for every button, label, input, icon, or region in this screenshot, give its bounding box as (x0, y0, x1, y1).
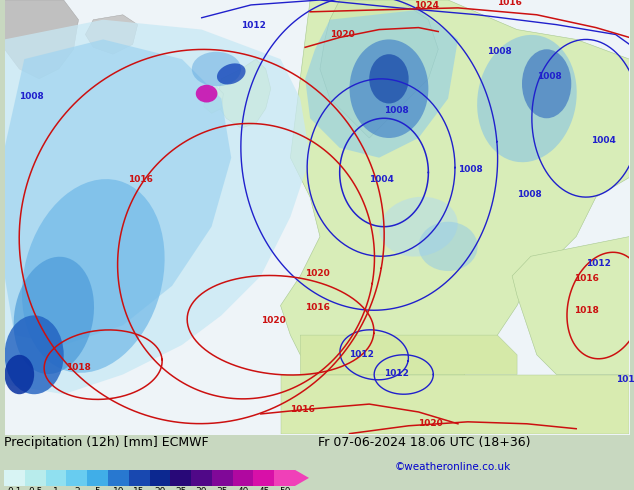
Text: 1012: 1012 (241, 21, 266, 29)
Text: 1020: 1020 (418, 419, 443, 428)
Ellipse shape (418, 222, 477, 271)
Text: 1008: 1008 (537, 72, 562, 81)
Bar (67, 470, 87, 486)
Text: 40: 40 (237, 488, 249, 490)
Bar (254, 470, 275, 486)
Text: 25: 25 (175, 488, 186, 490)
Text: 1018: 1018 (574, 306, 599, 316)
Bar (4, 470, 25, 486)
Text: 5: 5 (94, 488, 100, 490)
Text: 1016: 1016 (497, 0, 522, 7)
Bar (46, 470, 67, 486)
Text: 1020: 1020 (305, 269, 330, 278)
Text: Fr 07-06-2024 18.06 UTC (18+36): Fr 07-06-2024 18.06 UTC (18+36) (318, 436, 531, 449)
Ellipse shape (369, 54, 409, 103)
Ellipse shape (217, 63, 245, 84)
Bar (150, 470, 171, 486)
Text: 0.5: 0.5 (28, 488, 42, 490)
Text: 1020: 1020 (261, 316, 285, 325)
Text: 1008: 1008 (517, 190, 542, 199)
Text: 30: 30 (196, 488, 207, 490)
Text: 1004: 1004 (591, 136, 616, 145)
Polygon shape (4, 20, 310, 394)
Text: 1012: 1012 (586, 259, 611, 268)
Text: 1004: 1004 (369, 175, 394, 184)
Text: 50: 50 (279, 488, 290, 490)
Bar (233, 470, 254, 486)
Text: 0.1: 0.1 (7, 488, 22, 490)
Bar (25, 470, 46, 486)
Text: 1020: 1020 (330, 30, 354, 40)
Text: 1012: 1012 (384, 369, 409, 378)
Ellipse shape (379, 197, 458, 257)
Text: 1: 1 (53, 488, 59, 490)
Polygon shape (280, 374, 630, 434)
Text: 1018: 1018 (66, 363, 91, 371)
Ellipse shape (14, 257, 94, 374)
Bar (275, 470, 295, 486)
Ellipse shape (477, 35, 577, 162)
Polygon shape (4, 39, 231, 345)
Text: 1008: 1008 (488, 47, 512, 56)
Text: 35: 35 (216, 488, 228, 490)
Polygon shape (280, 0, 630, 434)
Polygon shape (305, 10, 458, 158)
Polygon shape (320, 0, 438, 138)
Text: Precipitation (12h) [mm] ECMWF: Precipitation (12h) [mm] ECMWF (4, 436, 209, 449)
Text: 1016: 1016 (305, 303, 330, 313)
Text: 1024: 1024 (413, 1, 439, 10)
Text: 1008: 1008 (384, 106, 409, 115)
Polygon shape (295, 470, 309, 486)
Text: ©weatheronline.co.uk: ©weatheronline.co.uk (395, 462, 511, 472)
Ellipse shape (349, 39, 429, 138)
Ellipse shape (196, 85, 217, 102)
Bar (171, 470, 191, 486)
Polygon shape (4, 0, 79, 79)
Text: 45: 45 (258, 488, 269, 490)
Ellipse shape (522, 49, 571, 118)
Polygon shape (86, 15, 138, 54)
Ellipse shape (4, 316, 63, 394)
Text: 1016: 1016 (574, 274, 599, 283)
Text: 1008: 1008 (20, 92, 44, 100)
Text: 20: 20 (154, 488, 165, 490)
Text: 1008: 1008 (458, 166, 482, 174)
Ellipse shape (22, 179, 165, 373)
Text: 10: 10 (113, 488, 124, 490)
Text: 15: 15 (133, 488, 145, 490)
Bar (191, 470, 212, 486)
Text: 1016: 1016 (290, 405, 315, 414)
Bar (129, 470, 150, 486)
Text: 1016: 1016 (128, 175, 153, 184)
Bar (212, 470, 233, 486)
Bar (108, 470, 129, 486)
Text: 2: 2 (74, 488, 79, 490)
Bar (87, 470, 108, 486)
Ellipse shape (4, 355, 34, 394)
Polygon shape (216, 59, 271, 128)
Text: 1012: 1012 (616, 375, 634, 384)
Polygon shape (301, 335, 517, 374)
Text: 1012: 1012 (349, 350, 375, 359)
Polygon shape (512, 237, 630, 374)
Polygon shape (204, 87, 223, 113)
Ellipse shape (192, 52, 241, 86)
